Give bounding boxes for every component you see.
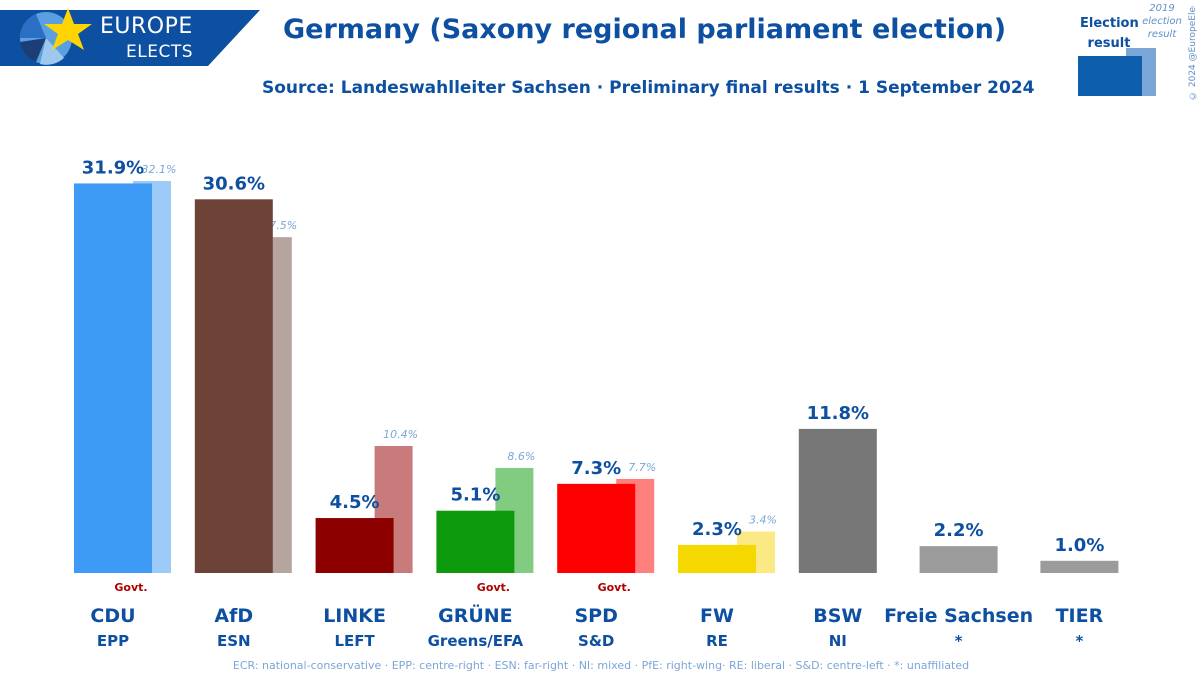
govt-label-4: Govt. [598, 581, 631, 594]
bar-current-0 [74, 183, 152, 573]
group-label-1: ESN [217, 632, 251, 650]
legend-previous-label: 2019 election result [1142, 3, 1182, 40]
group-label-4: S&D [578, 632, 614, 650]
chart-subtitle: Source: Landeswahlleiter Sachsen · Preli… [262, 78, 1035, 98]
bar-value-label-8: 1.0% [1054, 535, 1104, 556]
x-tick-label-2: LINKE [323, 605, 386, 627]
footnote: ECR: national-conservative · EPP: centre… [232, 659, 970, 672]
europe-elects-logo [20, 8, 92, 65]
bar-previous-label-0: 32.1% [142, 163, 177, 176]
x-tick-label-6: BSW [813, 605, 862, 627]
bar-current-2 [315, 518, 394, 573]
star-icon [44, 8, 92, 50]
x-tick-label-8: TIER [1056, 605, 1104, 627]
legend-current-label: Election result [1080, 16, 1139, 51]
x-tick-label-7: Freie Sachsen [884, 605, 1033, 627]
bar-current-1 [194, 199, 273, 574]
group-label-5: RE [706, 632, 728, 650]
logo-text-europe: EUROPE [100, 14, 193, 39]
bar-previous-label-4: 7.7% [628, 461, 656, 474]
group-label-0: EPP [97, 632, 129, 650]
bar-current-8 [1040, 560, 1119, 573]
bar-previous-label-5: 3.4% [749, 513, 777, 526]
bar-value-label-3: 5.1% [450, 485, 500, 506]
logo-text-elects: ELECTS [126, 42, 193, 62]
bar-current-7 [919, 546, 998, 573]
govt-label-3: Govt. [477, 581, 510, 594]
bar-value-label-4: 7.3% [571, 458, 621, 479]
bar-previous-label-2: 10.4% [383, 428, 418, 441]
bar-value-label-0: 31.9% [82, 157, 144, 178]
bar-value-label-1: 30.6% [203, 173, 265, 194]
x-tick-label-0: CDU [90, 605, 135, 627]
bar-value-label-2: 4.5% [330, 492, 380, 513]
group-label-2: LEFT [334, 632, 375, 650]
bar-current-5 [678, 544, 756, 573]
bar-current-6 [798, 428, 877, 573]
x-tick-label-1: AfD [214, 605, 253, 627]
bar-previous-label-3: 8.6% [507, 450, 535, 463]
group-label-3: Greens/EFA [428, 632, 524, 650]
bar-value-label-5: 2.3% [692, 519, 742, 540]
group-label-7: * [955, 632, 963, 650]
group-label-8: * [1075, 632, 1083, 650]
x-tick-label-4: SPD [575, 605, 618, 627]
govt-label-0: Govt. [114, 581, 147, 594]
x-tick-label-3: GRÜNE [438, 603, 513, 627]
group-label-6: NI [829, 632, 847, 650]
bar-value-label-6: 11.8% [807, 403, 869, 424]
bar-current-3 [436, 510, 515, 573]
legend-current-swatch [1078, 56, 1142, 96]
chart-title: Germany (Saxony regional parliament elec… [283, 14, 1007, 45]
bar-current-4 [557, 483, 636, 573]
x-tick-label-5: FW [700, 605, 734, 627]
bar-value-label-7: 2.2% [934, 520, 984, 541]
legend: Election result 2019 election result [1078, 3, 1186, 100]
